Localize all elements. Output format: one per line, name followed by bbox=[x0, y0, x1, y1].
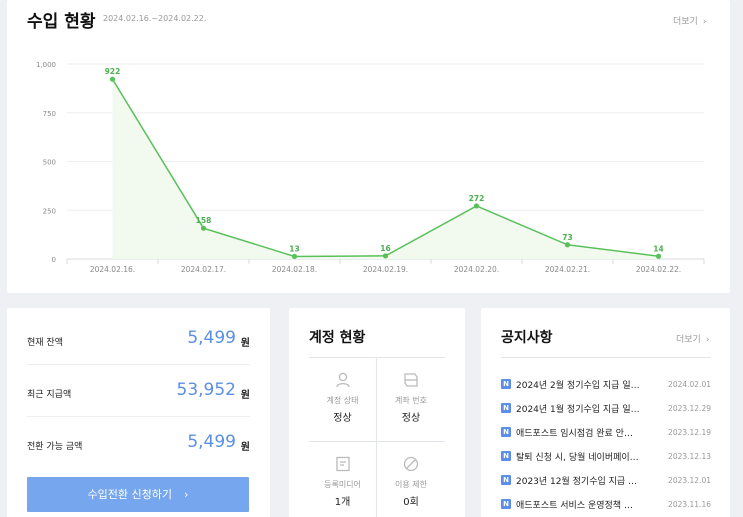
apply-conversion-button[interactable]: 수입전환 신청하기 › bbox=[27, 477, 249, 512]
balance-row-current: 현재 잔액 5,499 원 bbox=[27, 313, 250, 365]
revenue-date-range: 2024.02.16.~2024.02.22. bbox=[103, 14, 207, 23]
data-label: 158 bbox=[196, 216, 212, 225]
x-tick-label: 2024.02.17. bbox=[181, 265, 226, 274]
data-label: 922 bbox=[105, 67, 121, 76]
notice-item-date: 2023.12.13 bbox=[668, 452, 711, 461]
account-cell-label: 이용 제한 bbox=[395, 480, 427, 489]
apply-conversion-label: 수입전환 신청하기 bbox=[87, 488, 173, 501]
block-icon bbox=[403, 456, 419, 472]
notice-item-date: 2023.12.01 bbox=[668, 476, 711, 485]
x-tick-label: 2024.02.21. bbox=[545, 265, 590, 274]
notice-item-date: 2023.12.29 bbox=[668, 404, 711, 413]
notice-item-title: 애드포스트 서비스 운영정책 … bbox=[516, 501, 633, 511]
account-cell-value: 1개 bbox=[334, 497, 351, 508]
document-icon bbox=[335, 456, 350, 472]
data-point bbox=[655, 253, 662, 259]
notice-item[interactable]: N 2024년 2월 정기수입 지급 일… 2024.02.01 bbox=[501, 376, 711, 392]
balance-card: 현재 잔액 5,499 원 최근 지급액 53,952 원 전환 가능 금액 5… bbox=[7, 308, 270, 517]
new-badge-icon: N bbox=[501, 499, 511, 509]
notice-item-date: 2023.12.19 bbox=[668, 428, 711, 437]
balance-label: 전환 가능 금액 bbox=[27, 442, 83, 452]
notice-item[interactable]: N 애드포스트 임시점검 완료 안… 2023.12.19 bbox=[501, 424, 711, 440]
registered-media-cell: 등록미디어 1개 bbox=[309, 442, 377, 517]
account-cell-label: 계좌 번호 bbox=[395, 396, 427, 405]
new-badge-icon: N bbox=[501, 427, 511, 437]
notice-item-title: 탈퇴 신청 시, 당월 네이버페이… bbox=[516, 453, 639, 463]
usage-restriction-cell: 이용 제한 0회 bbox=[377, 442, 445, 517]
account-cell-value: 0회 bbox=[403, 497, 419, 508]
data-point bbox=[109, 76, 116, 82]
x-tick-label: 2024.02.18. bbox=[272, 265, 317, 274]
account-cell-value: 정상 bbox=[333, 413, 352, 424]
notice-title: 공지사항 bbox=[501, 330, 553, 346]
account-cell-label: 등록미디어 bbox=[324, 480, 361, 489]
balance-row-recent-payment: 최근 지급액 53,952 원 bbox=[27, 365, 250, 417]
notice-more-label: 더보기 bbox=[676, 335, 701, 345]
y-tick-label: 0 bbox=[52, 256, 56, 264]
balance-unit: 원 bbox=[240, 390, 250, 401]
data-label: 14 bbox=[653, 244, 663, 253]
notice-item[interactable]: N 2023년 12월 정기수입 지급 … 2023.12.01 bbox=[501, 472, 711, 488]
account-title: 계정 현황 bbox=[309, 330, 366, 346]
notice-item[interactable]: N 애드포스트 서비스 운영정책 … 2023.11.16 bbox=[501, 496, 711, 512]
new-badge-icon: N bbox=[501, 379, 511, 389]
divider bbox=[501, 357, 711, 358]
account-cell-label: 계정 상태 bbox=[326, 396, 359, 405]
data-label: 272 bbox=[469, 194, 485, 203]
notice-card: 공지사항 더보기 › N 2024년 2월 정기수입 지급 일… 2024.02.… bbox=[481, 308, 730, 517]
chevron-right-icon: › bbox=[702, 17, 707, 27]
balance-label: 현재 잔액 bbox=[27, 338, 63, 348]
data-label: 16 bbox=[380, 244, 390, 253]
new-badge-icon: N bbox=[501, 403, 511, 413]
y-tick-label: 1,000 bbox=[36, 61, 56, 69]
notice-item-date: 2024.02.01 bbox=[668, 380, 711, 389]
notice-item-title: 2024년 1월 정기수입 지급 일… bbox=[516, 405, 640, 415]
balance-value: 53,952 bbox=[176, 380, 236, 400]
revenue-more-label: 더보기 bbox=[673, 17, 698, 27]
x-tick-label: 2024.02.22. bbox=[636, 265, 681, 274]
data-point bbox=[291, 253, 298, 260]
notice-more-link[interactable]: 더보기 › bbox=[676, 332, 709, 345]
bank-card-icon bbox=[404, 373, 418, 387]
balance-value: 5,499 bbox=[187, 432, 236, 452]
data-label: 13 bbox=[289, 244, 299, 253]
y-tick-label: 500 bbox=[43, 159, 56, 167]
balance-label: 최근 지급액 bbox=[27, 390, 72, 400]
data-label: 73 bbox=[562, 233, 572, 242]
notice-item-title: 2024년 2월 정기수입 지급 일… bbox=[516, 381, 640, 391]
revenue-title: 수입 현황 bbox=[27, 12, 96, 32]
data-point bbox=[473, 203, 480, 209]
y-tick-label: 250 bbox=[43, 207, 56, 215]
data-point bbox=[564, 242, 571, 248]
new-badge-icon: N bbox=[501, 451, 511, 461]
notice-item-date: 2023.11.16 bbox=[668, 500, 711, 509]
notice-item[interactable]: N 2024년 1월 정기수입 지급 일… 2023.12.29 bbox=[501, 400, 711, 416]
x-tick-label: 2024.02.16. bbox=[90, 265, 135, 274]
balance-row-convertible: 전환 가능 금액 5,499 원 bbox=[27, 417, 250, 469]
y-tick-label: 750 bbox=[43, 110, 56, 118]
bank-account-cell: 계좌 번호 정상 bbox=[377, 358, 445, 442]
new-badge-icon: N bbox=[501, 475, 511, 485]
notice-item[interactable]: N 탈퇴 신청 시, 당월 네이버페이… 2023.12.13 bbox=[501, 448, 711, 464]
account-cell-value: 정상 bbox=[401, 413, 421, 424]
data-point bbox=[200, 225, 207, 231]
revenue-chart: 1,000 750 500 250 0 2024.02.16. 2024.02.17. 202… bbox=[36, 61, 705, 274]
account-status-cell: 계정 상태 정상 bbox=[309, 358, 377, 442]
notice-item-title: 2023년 12월 정기수입 지급 … bbox=[516, 477, 638, 487]
chevron-right-icon: › bbox=[184, 488, 189, 501]
account-card: 계정 현황 계정 상태 정상 계좌 번호 정상 등록미디어 1개 bbox=[289, 308, 465, 517]
balance-unit: 원 bbox=[240, 442, 250, 453]
notice-item-title: 애드포스트 임시점검 완료 안… bbox=[516, 429, 633, 439]
balance-unit: 원 bbox=[240, 338, 250, 349]
revenue-card: 1,000 750 500 250 0 2024.02.16. 2024.02.17. 202… bbox=[7, 0, 730, 293]
person-icon bbox=[335, 372, 350, 388]
balance-value: 5,499 bbox=[187, 328, 236, 348]
x-tick-label: 2024.02.19. bbox=[363, 265, 408, 274]
chevron-right-icon: › bbox=[705, 335, 710, 345]
account-status-grid: 계정 상태 정상 계좌 번호 정상 등록미디어 1개 이용 제한 bbox=[309, 357, 445, 517]
data-point bbox=[382, 253, 389, 259]
revenue-more-link[interactable]: 더보기 › bbox=[673, 14, 706, 27]
x-tick-label: 2024.02.20. bbox=[454, 265, 499, 274]
series-area bbox=[112, 79, 659, 260]
